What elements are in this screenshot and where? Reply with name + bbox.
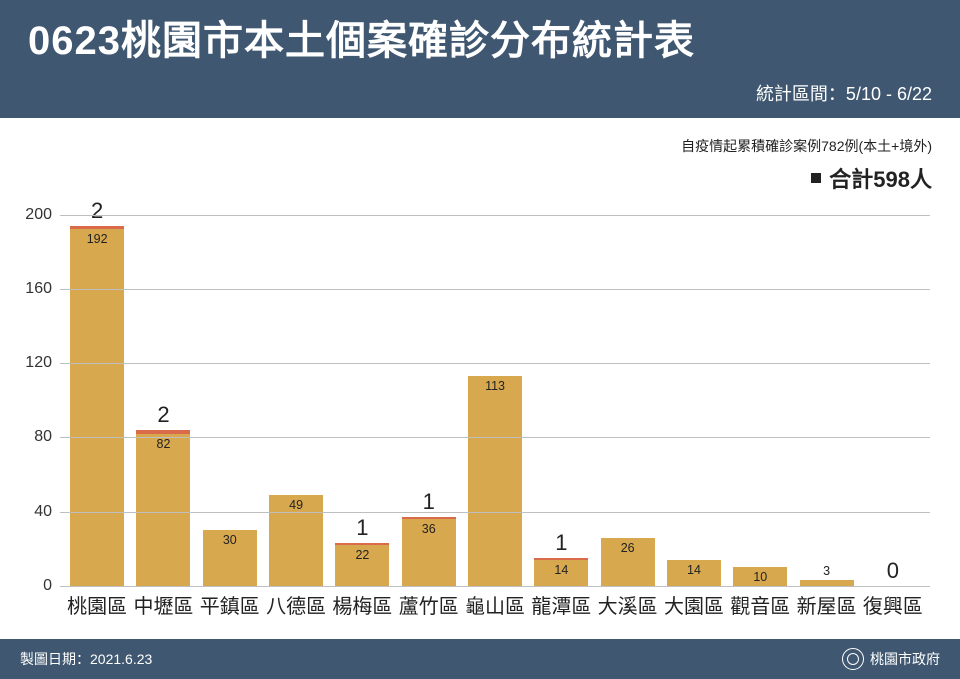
plot-region: 1922822304922136111314126141030 04080120…	[60, 196, 930, 586]
bar-base-segment: 49	[269, 495, 323, 586]
grid-line	[60, 586, 930, 587]
x-category-label: 大園區	[661, 590, 727, 619]
bar-slot: 1922	[64, 196, 130, 586]
bar-slot: 49	[263, 196, 329, 586]
x-axis-labels: 桃園區中壢區平鎮區八德區楊梅區蘆竹區龜山區龍潭區大溪區大園區觀音區新屋區復興區	[60, 590, 930, 619]
bar: 14	[667, 560, 721, 586]
x-category-label: 新屋區	[793, 590, 859, 619]
bar-value-label: 10	[753, 570, 767, 584]
chart-area: 自疫情起累積確診案例782例(本土+境外) 合計598人 19228223049…	[0, 118, 960, 639]
bar-delta-label: 0	[887, 558, 899, 584]
bar: 221	[335, 543, 389, 586]
bar-slot: 14 1	[528, 196, 594, 586]
bar: 361	[402, 517, 456, 586]
x-category-label: 楊梅區	[329, 590, 395, 619]
x-category-label: 龜山區	[462, 590, 528, 619]
grid-line	[60, 363, 930, 364]
bar-value-label: 3	[823, 564, 830, 578]
bar-slot: 361	[396, 196, 462, 586]
y-tick-label: 120	[25, 354, 52, 372]
bar-value-label: 49	[289, 498, 303, 512]
gov-credit: 桃園市政府	[842, 648, 940, 670]
grid-line	[60, 437, 930, 438]
bar-value-label: 192	[87, 232, 108, 246]
legend-label: 合計598人	[829, 162, 932, 194]
bar-slot: 10	[727, 196, 793, 586]
bar-base-segment: 30	[203, 530, 257, 586]
bar-base-segment: 192	[70, 229, 124, 586]
bar-slot: 82 2	[130, 196, 196, 586]
bar-delta-label: 1	[555, 530, 567, 556]
y-tick-label: 0	[43, 577, 52, 595]
x-category-label: 八德區	[263, 590, 329, 619]
bar-value-label: 14	[554, 563, 568, 577]
bar: 1922	[70, 226, 124, 586]
bar-base-segment: 10	[733, 567, 787, 586]
y-tick-label: 40	[34, 503, 52, 521]
bar-delta-label: 2	[157, 402, 169, 428]
grid-line	[60, 289, 930, 290]
page-title: 0623桃園市本土個案確診分布統計表	[28, 18, 932, 64]
x-category-label: 中壢區	[130, 590, 196, 619]
date-range: 統計區間：5/10 - 6/22	[756, 80, 932, 106]
legend: 合計598人	[811, 162, 932, 194]
bar-value-label: 26	[621, 541, 635, 555]
bar-value-label: 14	[687, 563, 701, 577]
bar-slot: 30	[197, 196, 263, 586]
footer: 製圖日期：2021.6.23 桃園市政府	[0, 639, 960, 679]
bar-slot: 26	[595, 196, 661, 586]
x-category-label: 龍潭區	[528, 590, 594, 619]
header: 0623桃園市本土個案確診分布統計表 統計區間：5/10 - 6/22	[0, 0, 960, 118]
bar-value-label: 113	[485, 379, 505, 393]
bar-base-segment: 14	[534, 560, 588, 586]
x-category-label: 桃園區	[64, 590, 130, 619]
bar: 113	[468, 376, 522, 586]
bar: 26	[601, 538, 655, 586]
bar-base-segment: 36	[402, 519, 456, 586]
bars-container: 1922822304922136111314126141030	[60, 196, 930, 586]
bar: 30	[203, 530, 257, 586]
bar: 49	[269, 495, 323, 586]
x-category-label: 蘆竹區	[396, 590, 462, 619]
bar: 141	[534, 558, 588, 586]
bar-base-segment: 26	[601, 538, 655, 586]
y-tick-label: 80	[34, 428, 52, 446]
bar-delta-label: 2	[91, 198, 103, 224]
chart-date: 製圖日期：2021.6.23	[20, 649, 152, 669]
y-tick-label: 200	[25, 206, 52, 224]
legend-swatch	[811, 173, 821, 183]
bar-delta-label: 1	[356, 515, 368, 541]
grid-line	[60, 512, 930, 513]
bar-slot: 14	[661, 196, 727, 586]
bar-slot: 113	[462, 196, 528, 586]
bar-slot: 0	[860, 196, 926, 586]
x-category-label: 觀音區	[727, 590, 793, 619]
bar-value-label: 82	[157, 437, 171, 451]
bar-slot: 22 1	[329, 196, 395, 586]
x-category-label: 平鎮區	[197, 590, 263, 619]
bar: 10	[733, 567, 787, 586]
x-category-label: 大溪區	[595, 590, 661, 619]
gov-seal-icon	[842, 648, 864, 670]
bar-slot: 3	[793, 196, 859, 586]
cumulative-note: 自疫情起累積確診案例782例(本土+境外)	[681, 136, 932, 156]
bar-base-segment: 113	[468, 376, 522, 586]
y-tick-label: 160	[25, 280, 52, 298]
bar-base-segment: 14	[667, 560, 721, 586]
bar: 822	[136, 430, 190, 586]
grid-line	[60, 215, 930, 216]
x-category-label: 復興區	[860, 590, 926, 619]
bar-base-segment: 82	[136, 434, 190, 586]
bar-base-segment: 22	[335, 545, 389, 586]
bar-value-label: 36	[422, 522, 436, 536]
bar-value-label: 22	[355, 548, 369, 562]
gov-label: 桃園市政府	[870, 649, 940, 669]
bar-value-label: 30	[223, 533, 237, 547]
